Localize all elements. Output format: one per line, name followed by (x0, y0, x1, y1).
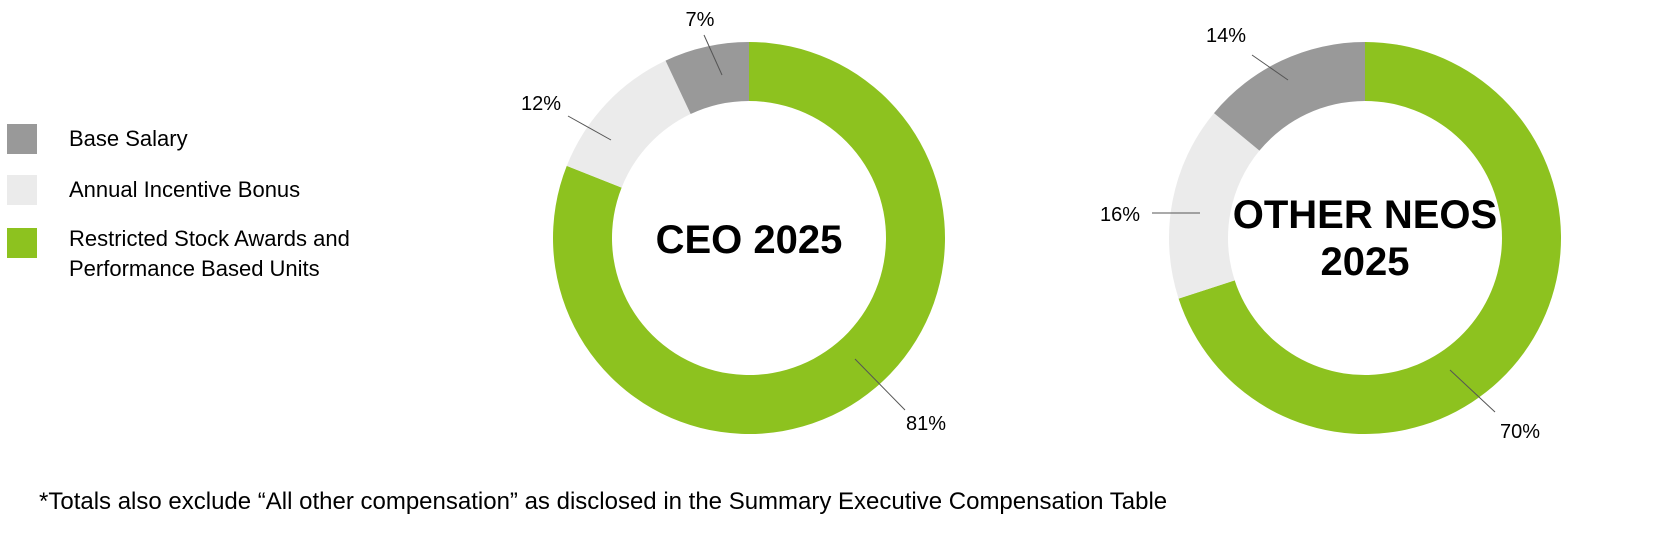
donut-title-ceo: CEO 2025 (656, 218, 843, 262)
legend-label-line1: Restricted Stock Awards and (69, 226, 350, 251)
legend-item-stock-awards: Restricted Stock Awards and Performance … (7, 226, 350, 281)
legend-swatch (7, 124, 37, 154)
slice-annual-incentive-bonus (566, 60, 691, 188)
data-label-bonus: 16% (1100, 204, 1140, 226)
slice-stock-awards (552, 42, 945, 434)
donut-other-neos (1169, 42, 1561, 434)
data-label-bonus: 12% (521, 93, 561, 115)
donut-ceo (552, 42, 945, 434)
donut-title-other-neos-line1: OTHER NEOS (1233, 193, 1497, 237)
legend-label: Base Salary (69, 126, 188, 151)
leader-line (1251, 54, 1289, 81)
data-label-stock: 70% (1500, 421, 1540, 443)
slice-annual-incentive-bonus (1169, 113, 1260, 299)
slice-base-salary (1213, 42, 1365, 151)
data-label-stock: 81% (906, 413, 946, 435)
legend-item-annual-incentive-bonus: Annual Incentive Bonus (7, 175, 300, 205)
leader-line (567, 115, 612, 141)
slice-stock-awards (1178, 42, 1561, 434)
legend-item-base-salary: Base Salary (7, 124, 188, 154)
legend-swatch (7, 228, 37, 258)
legend-label: Restricted Stock Awards and Performance … (69, 224, 350, 284)
legend-label-line2: Performance Based Units (69, 256, 320, 281)
leader-line (703, 34, 723, 76)
data-label-base-salary: 7% (686, 9, 715, 31)
data-label-base-salary: 14% (1206, 25, 1246, 47)
legend-swatch (7, 175, 37, 205)
donut-title-other-neos-line2: 2025 (1321, 240, 1410, 284)
slice-base-salary (665, 42, 749, 115)
legend-label: Annual Incentive Bonus (69, 177, 301, 202)
footnote: *Totals also exclude “All other compensa… (39, 488, 1168, 515)
leader-line (1449, 369, 1496, 413)
leader-line (854, 358, 906, 411)
